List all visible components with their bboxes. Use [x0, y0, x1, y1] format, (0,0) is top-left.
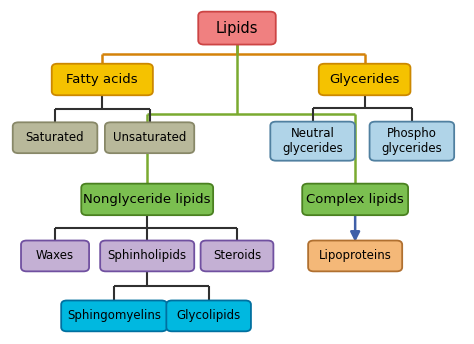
- FancyBboxPatch shape: [105, 122, 194, 153]
- FancyBboxPatch shape: [270, 122, 355, 161]
- FancyBboxPatch shape: [52, 64, 153, 95]
- Text: Steroids: Steroids: [213, 249, 261, 262]
- FancyBboxPatch shape: [302, 184, 408, 215]
- FancyBboxPatch shape: [319, 64, 410, 95]
- FancyBboxPatch shape: [166, 300, 251, 331]
- Text: Sphingomyelins: Sphingomyelins: [67, 309, 161, 322]
- Text: Lipoproteins: Lipoproteins: [319, 249, 392, 262]
- FancyBboxPatch shape: [21, 240, 89, 271]
- Text: Glycolipids: Glycolipids: [176, 309, 241, 322]
- Text: Nonglyceride lipids: Nonglyceride lipids: [83, 193, 211, 206]
- Text: Neutral
glycerides: Neutral glycerides: [282, 127, 343, 155]
- FancyBboxPatch shape: [370, 122, 454, 161]
- Text: Lipids: Lipids: [216, 21, 258, 35]
- FancyBboxPatch shape: [201, 240, 273, 271]
- Text: Waxes: Waxes: [36, 249, 74, 262]
- Text: Unsaturated: Unsaturated: [113, 131, 186, 144]
- Text: Phospho
glycerides: Phospho glycerides: [382, 127, 442, 155]
- FancyBboxPatch shape: [61, 300, 167, 331]
- FancyBboxPatch shape: [100, 240, 194, 271]
- FancyBboxPatch shape: [308, 240, 402, 271]
- Text: Fatty acids: Fatty acids: [66, 73, 138, 86]
- Text: Glycerides: Glycerides: [329, 73, 400, 86]
- Text: Saturated: Saturated: [26, 131, 84, 144]
- Text: Complex lipids: Complex lipids: [306, 193, 404, 206]
- FancyBboxPatch shape: [81, 184, 213, 215]
- Text: Sphinholipids: Sphinholipids: [108, 249, 187, 262]
- FancyBboxPatch shape: [198, 12, 276, 45]
- FancyBboxPatch shape: [13, 122, 97, 153]
